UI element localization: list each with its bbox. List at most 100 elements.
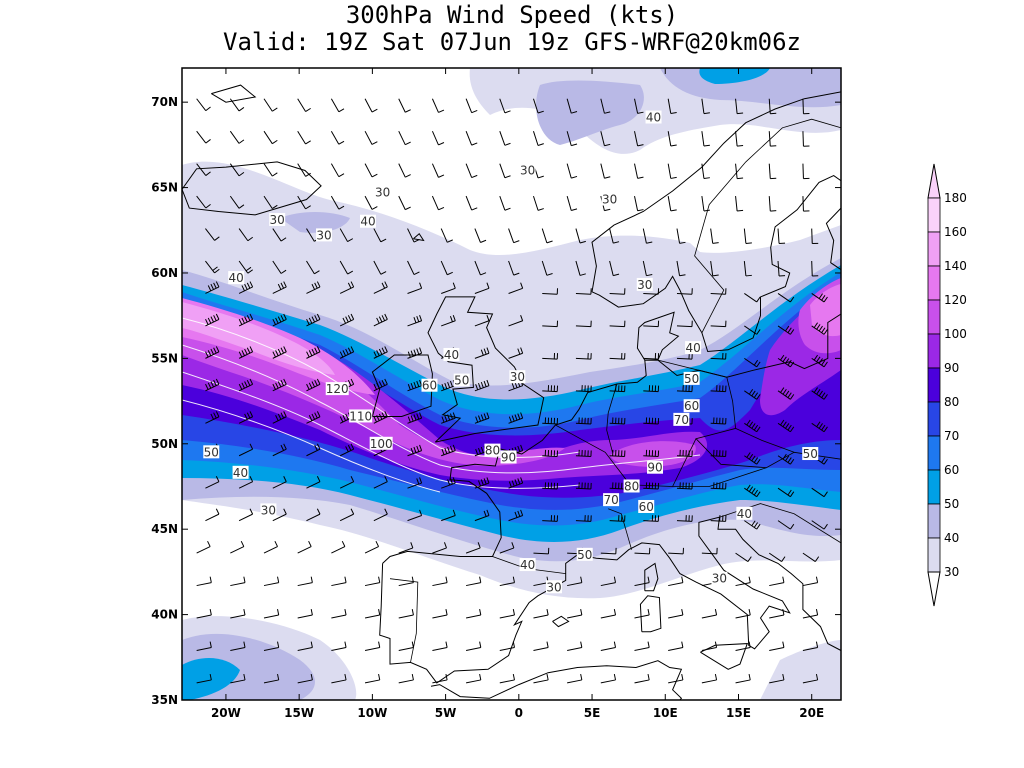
wind-barb	[441, 314, 456, 327]
x-tick-label: 5W	[435, 706, 457, 720]
wind-barb	[373, 411, 388, 424]
wind-barb	[306, 346, 321, 359]
colorbar-label: 80	[944, 395, 959, 409]
wind-barb	[542, 449, 559, 457]
wind-barb	[432, 673, 448, 684]
coastline-segment	[379, 516, 841, 684]
wind-barb	[600, 673, 617, 684]
wind-barb	[441, 477, 456, 489]
wind-barb	[474, 260, 487, 276]
wind-barb	[533, 641, 549, 651]
colorbar-label: 90	[944, 361, 959, 375]
wind-barb	[710, 260, 719, 277]
wind-barb	[474, 228, 487, 243]
wind-barb	[230, 641, 246, 651]
wind-barb	[297, 641, 313, 651]
wind-barb	[407, 477, 423, 489]
wind-barb	[575, 288, 592, 295]
wind-barb	[398, 576, 414, 587]
wind-barb	[643, 320, 660, 328]
contour-label: 120	[326, 382, 349, 396]
contour-label-bg	[519, 163, 536, 177]
wind-barb	[744, 520, 761, 530]
wind-barb	[466, 609, 482, 619]
wind-barb	[272, 260, 287, 274]
wind-barb	[643, 482, 660, 490]
wind-barb	[407, 379, 423, 392]
title-line-1: 300hPa Wind Speed (kts)	[345, 1, 679, 29]
contour-lines	[182, 317, 701, 493]
wind-barb	[229, 195, 245, 209]
wind-barb	[272, 476, 287, 489]
wind-barb	[431, 98, 445, 113]
wind-barb	[373, 313, 388, 327]
wind-barb	[407, 228, 420, 243]
wind-barb	[811, 421, 828, 433]
wind-barb	[735, 196, 744, 212]
wind-barb	[744, 325, 761, 335]
wind-barb	[238, 508, 254, 522]
wind-barb	[676, 288, 693, 295]
wind-barb	[710, 449, 727, 457]
wind-barb	[373, 476, 388, 489]
contour-label-bg	[269, 213, 286, 227]
wind-barb	[676, 260, 686, 277]
wind-barb	[238, 346, 254, 359]
contour-label-bg	[645, 110, 662, 124]
contour-label-bg	[316, 228, 333, 242]
wind-barb	[744, 388, 761, 400]
wind-barb	[744, 484, 761, 498]
wind-barb	[508, 314, 524, 327]
colorbar-swatch	[927, 401, 941, 437]
wind-barb	[474, 379, 490, 392]
wind-barb	[499, 673, 515, 684]
wind-barb	[364, 98, 378, 113]
wind-barb	[465, 163, 478, 179]
wind-barb	[567, 609, 583, 619]
contour-label: 30	[510, 370, 525, 384]
coastline-segment	[382, 313, 841, 564]
y-tick-label: 35N	[151, 693, 178, 707]
x-tick-label: 0	[515, 706, 523, 720]
coastline-segment	[639, 595, 662, 633]
wind-barb	[205, 228, 220, 241]
wind-barb	[441, 509, 456, 522]
contour-label-bg	[545, 580, 562, 594]
wind-barb	[735, 131, 744, 147]
wind-barb	[667, 196, 677, 212]
wind-barb	[676, 385, 693, 393]
colorbar-swatch	[927, 503, 941, 539]
wind-barb	[575, 417, 592, 425]
contour-label: 50	[204, 445, 219, 459]
colorbar-top-arrow	[927, 163, 941, 199]
wind-barb	[634, 196, 644, 212]
wind-barb	[499, 195, 511, 211]
wind-barb	[474, 412, 490, 424]
x-tick-label: 5E	[584, 706, 601, 720]
wind-barb	[643, 449, 660, 457]
border-segment	[606, 383, 618, 453]
wind-barb	[205, 476, 220, 489]
contour-label-bg	[576, 547, 593, 561]
wind-barb	[566, 195, 578, 212]
wind-barb	[499, 609, 515, 619]
wind-barb	[196, 673, 212, 684]
colorbar-label: 140	[944, 259, 967, 273]
wind-barb	[364, 673, 381, 684]
wind-barb	[744, 357, 761, 368]
wind-barb	[701, 98, 710, 115]
wind-barb	[407, 282, 423, 294]
colorbar-swatch	[927, 469, 941, 505]
wind-barb	[634, 131, 644, 147]
wind-barb	[364, 609, 381, 619]
wind-barb	[466, 641, 482, 651]
wind-barb	[373, 281, 388, 294]
y-tick-label: 50N	[151, 437, 178, 451]
wind-barb	[710, 417, 727, 425]
wind-barb	[331, 609, 347, 619]
wind-barb	[508, 477, 524, 489]
wind-barb	[701, 163, 710, 180]
wind-barb	[263, 540, 278, 554]
wind-barb	[777, 354, 795, 368]
wind-barb	[196, 163, 211, 176]
